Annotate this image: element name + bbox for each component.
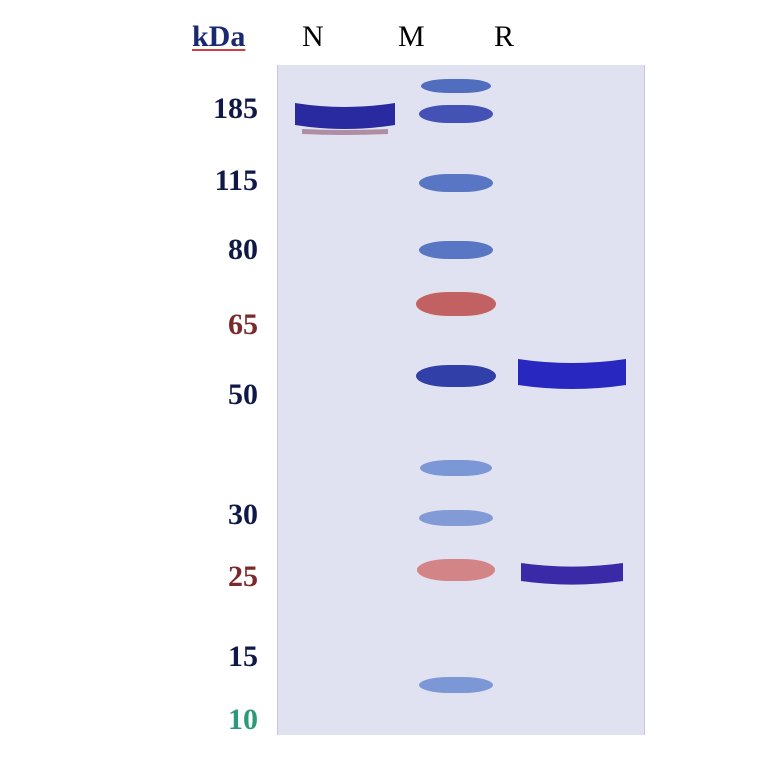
mw-label-115: 115 <box>215 164 258 198</box>
band-M-6 <box>420 460 492 476</box>
band-M-5 <box>416 365 496 387</box>
mw-label-185: 185 <box>213 92 258 126</box>
lane-R <box>512 65 632 735</box>
band-M-7 <box>419 510 493 526</box>
band-M-9 <box>419 677 493 693</box>
mw-label-50: 50 <box>228 378 258 412</box>
mw-label-10: 10 <box>228 703 258 737</box>
band-M-3 <box>419 241 493 259</box>
band-M-4 <box>416 292 496 316</box>
mw-label-30: 30 <box>228 498 258 532</box>
lane-N <box>290 65 400 735</box>
band-N-1 <box>300 127 390 144</box>
band-M-8 <box>417 559 495 581</box>
gel-image <box>277 65 645 735</box>
band-M-0 <box>421 79 491 93</box>
mw-label-65: 65 <box>228 308 258 342</box>
mw-label-25: 25 <box>228 560 258 594</box>
lane-header-R: R <box>494 20 514 54</box>
band-M-1 <box>419 105 493 123</box>
band-R-1 <box>519 561 625 591</box>
mw-label-80: 80 <box>228 233 258 267</box>
band-R-0 <box>516 357 628 395</box>
lane-header-M: M <box>398 20 425 54</box>
kda-header: kDa <box>192 20 245 54</box>
band-M-2 <box>419 174 493 192</box>
mw-label-15: 15 <box>228 640 258 674</box>
lane-M <box>406 65 506 735</box>
lane-header-N: N <box>302 20 324 54</box>
